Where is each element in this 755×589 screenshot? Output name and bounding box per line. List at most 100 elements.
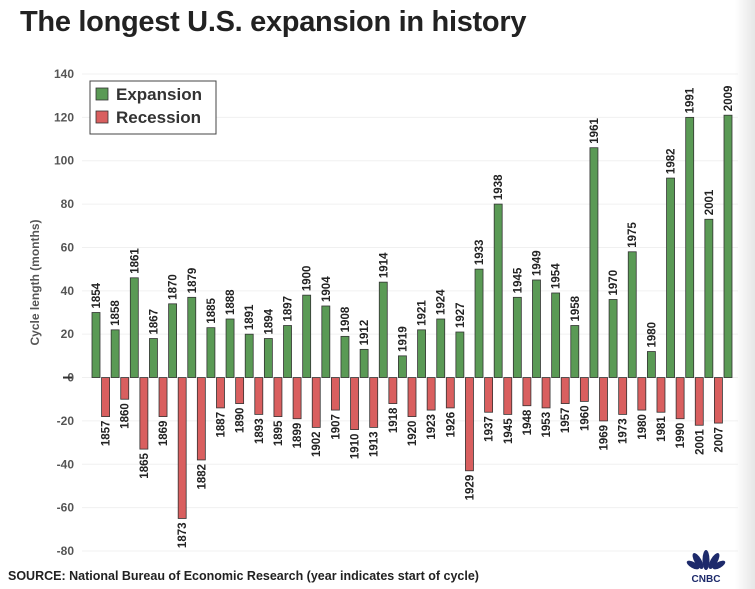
y-tick-label: 140	[54, 67, 74, 81]
expansion-bar	[129, 277, 139, 378]
recession-year-label: 1929	[464, 475, 476, 501]
expansion-bar	[321, 305, 331, 378]
expansion-year-label: 1945	[512, 267, 524, 293]
recession-year-label: 1953	[541, 412, 553, 438]
expansion-year-label: 1924	[436, 289, 448, 315]
expansion-bar	[493, 203, 503, 378]
expansion-year-label: 1900	[302, 266, 314, 292]
recession-bar	[407, 377, 417, 417]
recession-bar	[637, 377, 647, 411]
expansion-bar	[551, 292, 561, 378]
y-tick-label: -80	[57, 544, 75, 558]
recession-year-label: 1960	[579, 405, 591, 431]
expansion-bar	[512, 296, 522, 378]
expansion-year-label: 1933	[474, 240, 486, 266]
expansion-year-label: 1908	[340, 306, 352, 332]
recession-bar	[599, 377, 608, 422]
recession-year-label: 1857	[101, 421, 113, 447]
recession-year-label: 1873	[177, 522, 189, 548]
recession-year-label: 1895	[273, 420, 285, 446]
recession-year-label: 1973	[618, 418, 630, 444]
source-note: SOURCE: National Bureau of Economic Rese…	[8, 569, 479, 583]
expansion-year-label: 1870	[168, 274, 180, 300]
right-edge-shadow	[735, 0, 755, 589]
expansion-year-label: 1991	[685, 87, 697, 113]
y-tick-label: 60	[61, 240, 75, 254]
expansion-bar	[340, 335, 350, 378]
y-tick-label: -60	[57, 501, 75, 515]
expansion-bar	[608, 299, 618, 378]
expansion-year-label: 1879	[187, 268, 199, 294]
y-tick-label: 20	[61, 327, 75, 341]
legend-label-recession: Recession	[116, 108, 201, 127]
recession-year-label: 1945	[503, 418, 515, 444]
expansion-year-label: 2009	[723, 86, 735, 112]
expansion-bar	[91, 312, 101, 378]
recession-bar	[714, 377, 723, 424]
recession-year-label: 1980	[637, 414, 649, 440]
expansion-bar	[627, 251, 637, 378]
recession-bar	[216, 377, 225, 409]
recession-bar	[426, 377, 436, 411]
recession-year-label: 1957	[560, 408, 572, 434]
recession-year-label: 2001	[694, 429, 706, 455]
recession-year-label: 1860	[120, 403, 132, 429]
expansion-year-label: 1861	[129, 248, 141, 274]
recession-bar	[350, 377, 359, 430]
recession-bar	[196, 377, 206, 461]
expansion-year-label: 1982	[666, 148, 678, 174]
expansion-year-label: 1975	[627, 222, 639, 248]
expansion-year-label: 1961	[589, 118, 601, 144]
recession-year-label: 2007	[713, 427, 725, 453]
recession-bar	[560, 377, 570, 404]
recession-bar	[330, 377, 340, 411]
recession-year-label: 1869	[158, 421, 170, 447]
y-tick-label: 120	[54, 110, 74, 124]
expansion-bar	[646, 351, 656, 378]
expansion-bar	[532, 279, 541, 378]
recession-bar	[292, 377, 302, 420]
expansion-year-label: 1888	[225, 289, 237, 315]
recession-year-label: 1890	[235, 408, 247, 434]
recession-year-label: 1948	[522, 409, 534, 435]
recession-year-label: 1990	[675, 423, 687, 449]
expansion-bar	[666, 177, 675, 378]
recession-year-label: 1918	[388, 407, 400, 433]
recession-bar	[694, 377, 704, 426]
cnbc-logo: CNBC	[686, 550, 726, 584]
recession-year-label: 1893	[254, 418, 266, 444]
recession-year-label: 1887	[215, 412, 227, 438]
expansion-year-label: 1858	[110, 300, 122, 326]
recession-bar	[675, 377, 685, 420]
y-tick-label: 80	[61, 197, 75, 211]
y-tick-label: -20	[57, 414, 75, 428]
expansion-year-label: 1949	[531, 250, 543, 276]
recession-year-label: 1907	[330, 414, 342, 440]
expansion-bar	[187, 296, 197, 378]
expansion-bar	[417, 329, 426, 378]
expansion-bar	[436, 318, 446, 378]
expansion-year-label: 1914	[378, 252, 390, 278]
recession-year-label: 1910	[350, 434, 362, 460]
recession-year-label: 1902	[311, 431, 323, 457]
recession-bar	[101, 377, 110, 417]
recession-bar	[618, 377, 628, 415]
expansion-year-label: 1894	[263, 308, 275, 334]
recession-year-label: 1981	[656, 416, 668, 442]
recession-year-label: 1920	[407, 421, 419, 447]
recession-bar	[273, 377, 283, 417]
expansion-year-label: 1912	[359, 320, 371, 346]
recession-year-label: 1969	[599, 425, 611, 451]
expansion-year-label: 1919	[397, 326, 409, 352]
expansion-bar	[589, 147, 599, 378]
expansion-bar	[244, 333, 254, 378]
recession-year-label: 1865	[139, 453, 151, 479]
recession-year-label: 1882	[196, 464, 208, 490]
expansion-bar	[474, 268, 484, 378]
expansion-bar	[283, 325, 292, 378]
expansion-year-label: 2001	[704, 189, 716, 215]
legend-label-expansion: Expansion	[116, 85, 202, 104]
recession-bar	[503, 377, 513, 415]
recession-bar	[177, 377, 187, 519]
